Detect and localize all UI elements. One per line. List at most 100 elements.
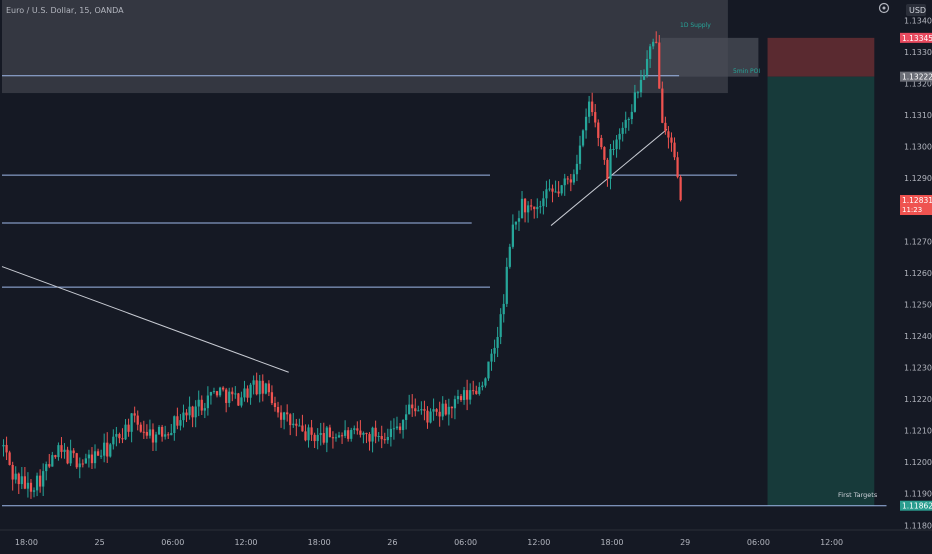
candle [283,411,286,430]
candle [435,408,438,416]
x-tick-label: 06:00 [161,538,184,547]
candle [459,394,463,402]
candle-body [337,435,341,438]
candle-body [194,406,197,418]
candle-body [642,75,646,80]
candle-body [588,101,591,117]
candle-body [612,148,615,150]
candle [48,453,51,469]
currency-badge[interactable]: USD [906,4,926,16]
candle [191,405,194,428]
candle [649,43,652,68]
candle-body [353,428,356,430]
candle-body [450,406,453,409]
candle-body [569,179,572,183]
x-tick-label: 18:00 [15,538,38,547]
candle [35,472,39,497]
ascending-trendline[interactable] [550,128,668,226]
poi-zone[interactable] [660,37,759,77]
candle [405,404,408,430]
target-price-badge-value: 1.11862 [902,502,932,511]
candle-body [676,157,679,178]
candle-body [170,433,173,436]
levels-layer [1,75,887,507]
candle [11,461,14,491]
candle-body [60,445,63,452]
candle [527,201,530,223]
candle-body [157,426,161,435]
candle [478,382,481,396]
candle [398,423,402,434]
candle-body [331,437,335,439]
settings-gear-button[interactable] [878,2,890,14]
y-tick-label: 1.12700 [904,237,932,246]
candle [157,425,161,435]
candle [179,414,182,431]
candle [32,487,36,498]
candle [539,200,542,214]
candle-body [609,149,612,179]
stop-price-badge-value: 1.13345 [902,34,932,43]
candle-body [655,41,658,43]
candle-body [438,411,441,417]
gear-icon[interactable] [878,2,890,14]
candle-body [533,206,536,210]
candle [639,70,643,98]
candle-body [164,434,167,437]
candle [380,425,383,449]
candle-body [429,411,432,423]
candle-body [386,436,389,441]
candle [429,408,432,424]
candle [243,380,246,402]
candle-body [35,475,39,491]
candle [279,405,283,428]
candle [575,154,579,182]
candle [633,84,636,113]
candle [215,390,219,398]
candle [475,385,478,395]
candle-body [417,410,420,412]
candle [511,214,514,249]
candle [42,463,45,496]
candle [411,394,414,417]
stop-price-badge[interactable]: 1.13345 [900,32,932,43]
candle-body [362,432,365,435]
candle [8,450,11,466]
candle [93,444,97,469]
candle [218,386,222,398]
entry-price-badge[interactable]: 1.13222 [900,71,932,82]
target-price-badge[interactable]: 1.11862 [900,500,932,511]
candle [100,449,103,459]
y-tick-label: 1.12100 [904,427,932,436]
target-zone[interactable] [767,76,875,506]
candle [2,439,5,457]
candle [316,428,319,450]
stop-zone[interactable] [767,37,875,77]
candle [560,184,563,196]
supply-zone[interactable] [2,0,728,94]
entry-price-badge-bg [900,71,932,82]
candle-body [584,116,588,131]
candle-body [578,145,582,164]
candle [508,243,511,269]
candle-body [179,420,182,426]
y-tick-label: 1.13400 [904,17,932,26]
candle-body [447,406,450,415]
candle [54,454,57,459]
candle-body [423,409,426,411]
candle-body [493,347,496,354]
y-tick-label: 1.13200 [904,80,932,89]
candle-body [597,122,600,138]
candle [75,452,78,469]
candle [371,426,374,453]
descending-trendline[interactable] [1,266,289,373]
candle-body [453,399,457,409]
candle-body [298,425,301,427]
x-tick-label: 18:00 [600,538,623,547]
candle-body [441,403,444,417]
candle [328,424,331,438]
x-tick-label: 06:00 [454,538,477,547]
